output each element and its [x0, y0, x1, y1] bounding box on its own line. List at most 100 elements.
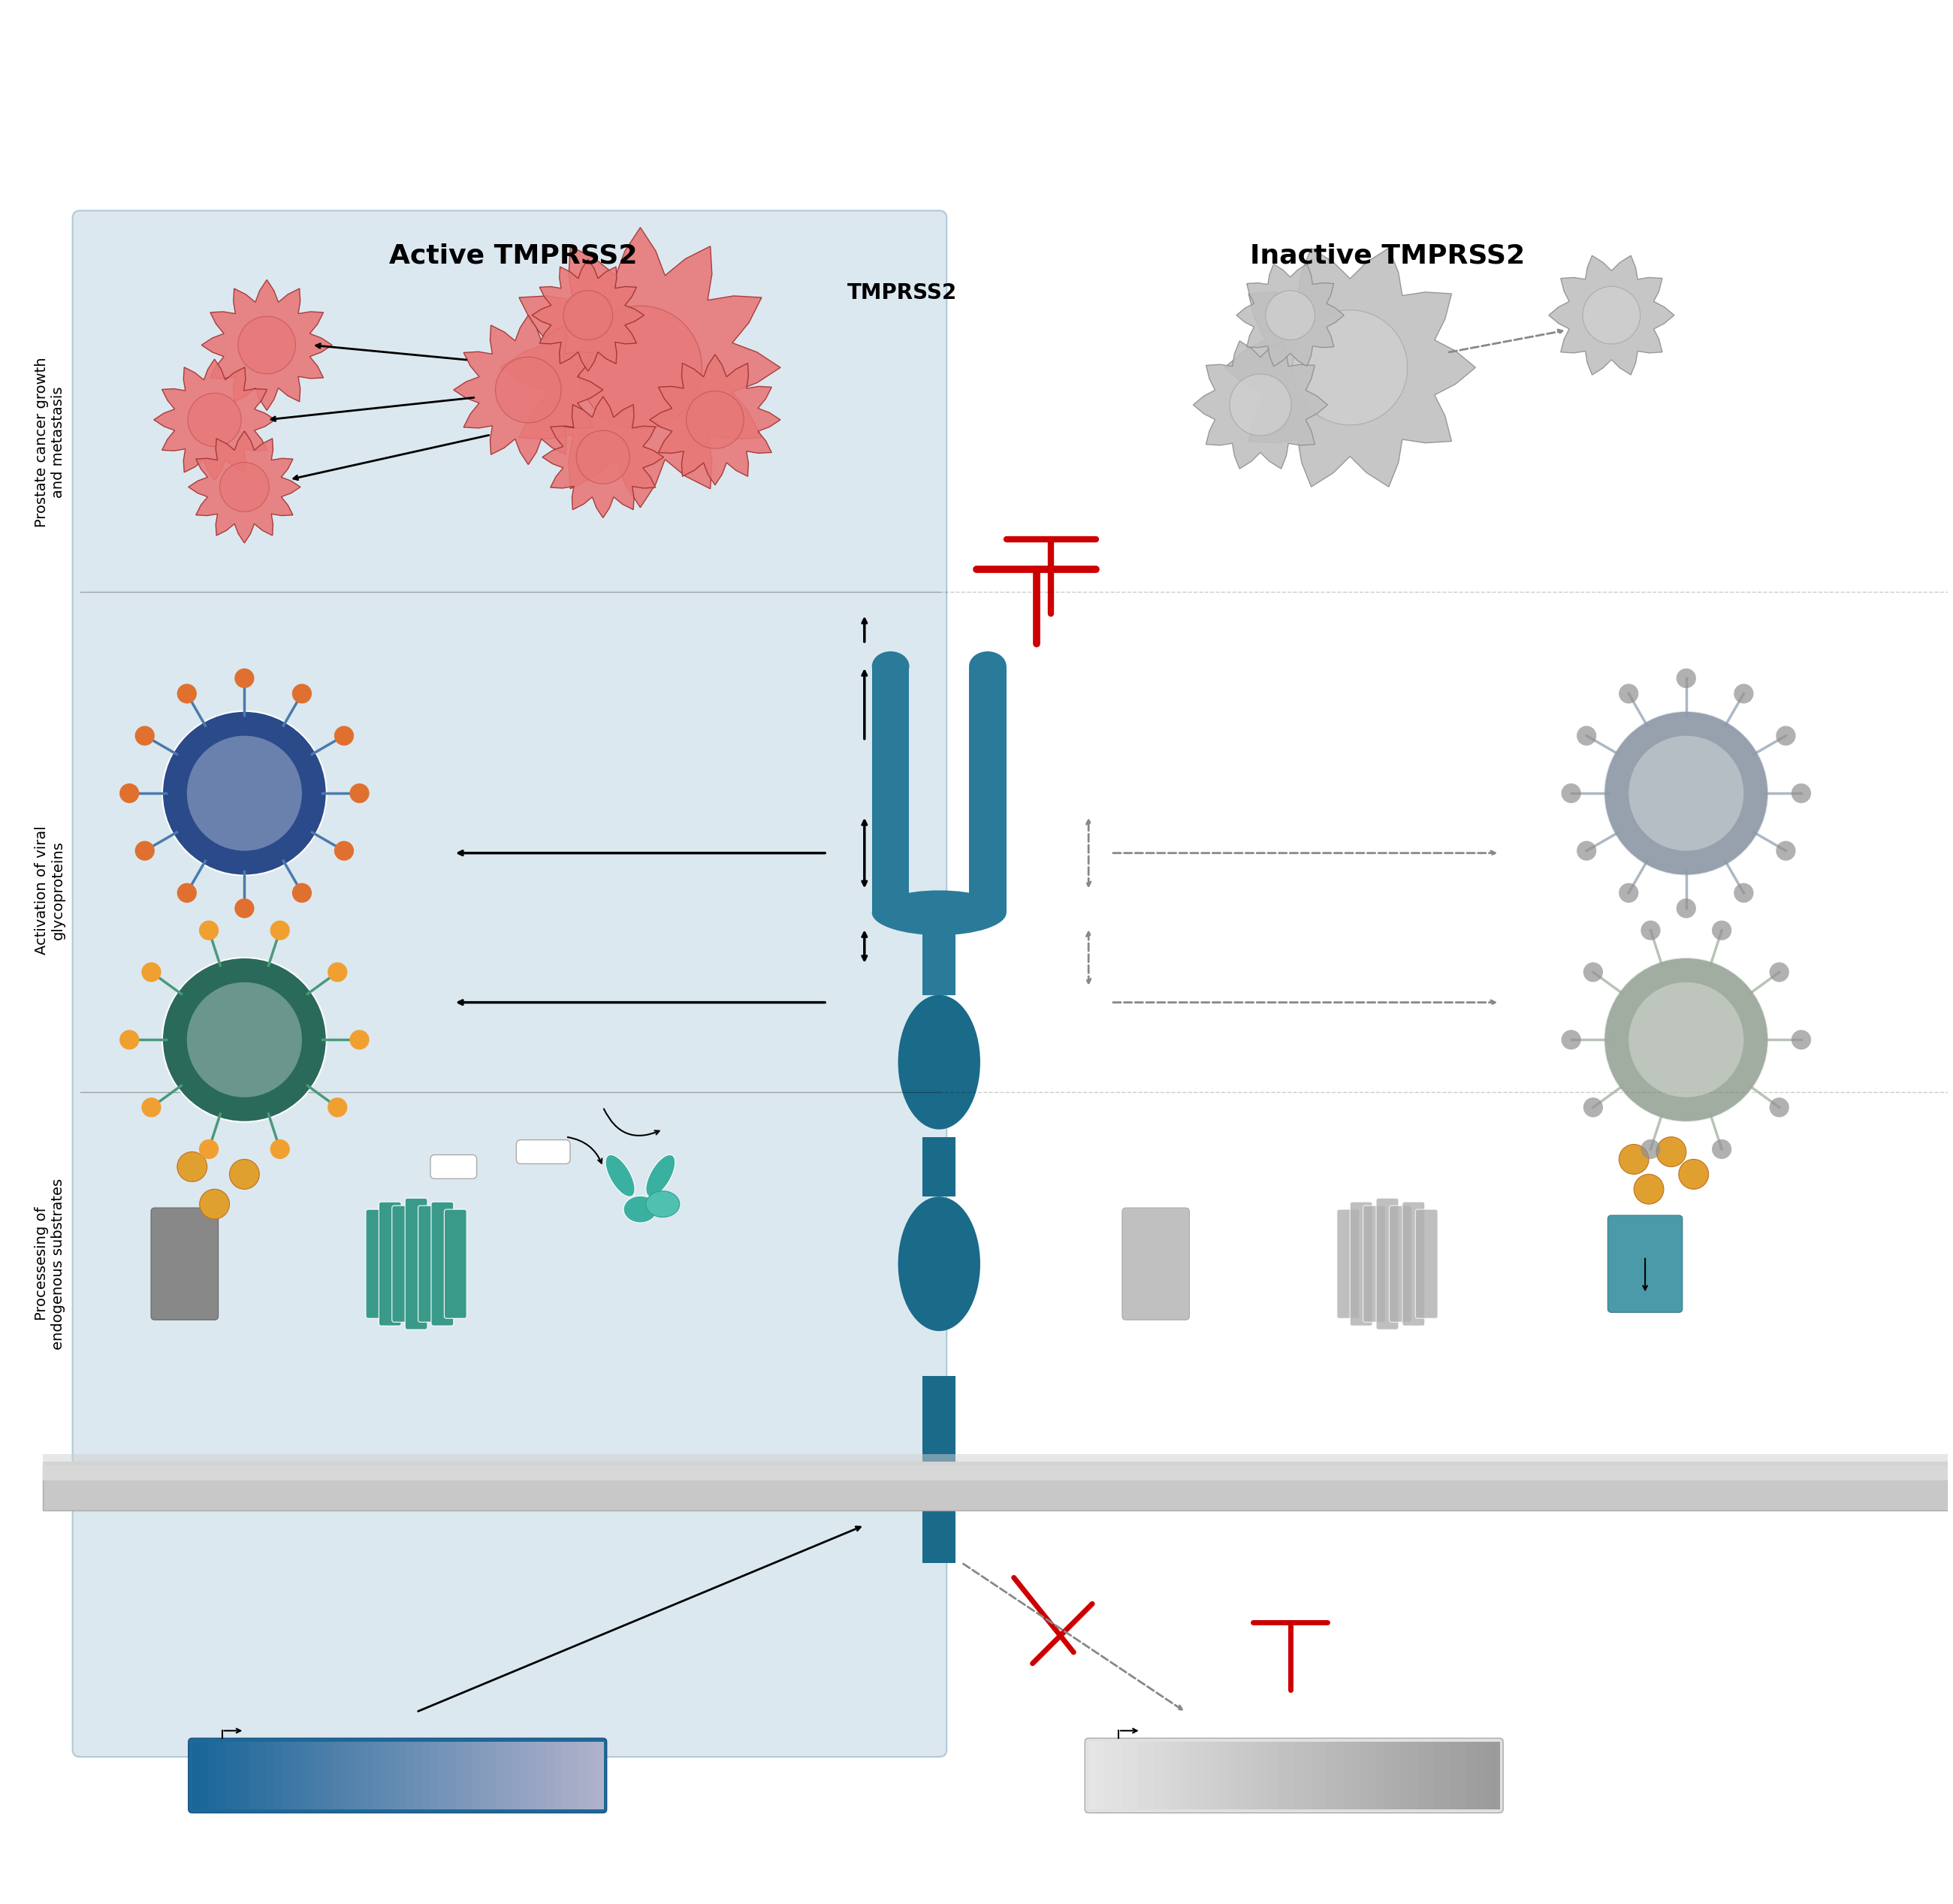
Polygon shape — [922, 1137, 955, 1196]
Bar — [570, 1742, 580, 1809]
Bar — [191, 1742, 201, 1809]
FancyBboxPatch shape — [187, 1738, 607, 1813]
Bar — [1121, 1742, 1131, 1809]
Polygon shape — [871, 666, 910, 912]
FancyBboxPatch shape — [1607, 1215, 1682, 1312]
Bar — [1400, 1742, 1410, 1809]
Bar — [1408, 1742, 1418, 1809]
Polygon shape — [1236, 265, 1344, 366]
Circle shape — [1293, 310, 1408, 425]
Circle shape — [119, 1030, 139, 1049]
Circle shape — [1619, 883, 1639, 902]
Circle shape — [1560, 783, 1582, 803]
Circle shape — [1603, 710, 1767, 876]
Circle shape — [1230, 373, 1291, 436]
Polygon shape — [187, 430, 301, 543]
Bar — [545, 1742, 555, 1809]
Bar — [1303, 1742, 1310, 1809]
Circle shape — [178, 684, 197, 703]
Bar — [1262, 1742, 1269, 1809]
Bar — [537, 1742, 547, 1809]
Bar — [258, 1742, 268, 1809]
Circle shape — [328, 1097, 348, 1118]
Circle shape — [238, 316, 295, 373]
Circle shape — [270, 1139, 289, 1160]
Circle shape — [187, 982, 303, 1097]
Circle shape — [1582, 286, 1641, 345]
Circle shape — [1266, 291, 1314, 339]
Circle shape — [293, 684, 312, 703]
Circle shape — [1584, 1097, 1603, 1118]
Bar — [1326, 1742, 1336, 1809]
Bar — [209, 1742, 217, 1809]
Text: Activation of viral
glycoproteins: Activation of viral glycoproteins — [35, 826, 66, 954]
Circle shape — [1635, 1175, 1664, 1203]
Circle shape — [334, 842, 353, 861]
FancyBboxPatch shape — [1350, 1201, 1373, 1325]
Circle shape — [1676, 899, 1695, 918]
FancyBboxPatch shape — [1416, 1209, 1437, 1318]
Polygon shape — [1549, 255, 1674, 375]
Circle shape — [178, 883, 197, 902]
Bar — [439, 1742, 447, 1809]
Bar — [1277, 1742, 1287, 1809]
Circle shape — [1560, 1030, 1582, 1049]
Circle shape — [187, 735, 303, 851]
Circle shape — [1619, 684, 1639, 703]
Bar — [1475, 1742, 1484, 1809]
Bar — [1221, 1742, 1228, 1809]
Bar — [1088, 1742, 1098, 1809]
Circle shape — [686, 390, 744, 449]
Bar — [43, 1455, 1947, 1466]
Bar — [1377, 1742, 1385, 1809]
Bar — [1195, 1742, 1205, 1809]
Circle shape — [1734, 883, 1754, 902]
Circle shape — [135, 842, 154, 861]
Circle shape — [1641, 1139, 1660, 1160]
Circle shape — [1775, 842, 1795, 861]
Bar — [414, 1742, 424, 1809]
Bar — [398, 1742, 406, 1809]
Bar — [1359, 1742, 1369, 1809]
Bar — [1139, 1742, 1146, 1809]
Circle shape — [229, 1160, 260, 1190]
Circle shape — [1629, 735, 1744, 851]
Circle shape — [135, 725, 154, 746]
Bar — [1344, 1742, 1351, 1809]
Circle shape — [1775, 725, 1795, 746]
Bar — [529, 1742, 537, 1809]
Circle shape — [141, 1097, 162, 1118]
Circle shape — [178, 1152, 207, 1182]
Bar — [578, 1742, 588, 1809]
Bar — [1162, 1742, 1172, 1809]
FancyBboxPatch shape — [1084, 1738, 1504, 1813]
Circle shape — [187, 392, 242, 447]
Bar — [332, 1742, 340, 1809]
Bar — [365, 1742, 373, 1809]
Polygon shape — [1225, 248, 1476, 487]
Bar — [1285, 1742, 1295, 1809]
Bar — [273, 1742, 283, 1809]
FancyBboxPatch shape — [430, 1156, 477, 1179]
Bar — [1180, 1742, 1187, 1809]
Bar — [1467, 1742, 1476, 1809]
Polygon shape — [201, 280, 332, 411]
Text: Prostate cancer growth
and metastasis: Prostate cancer growth and metastasis — [35, 358, 66, 527]
Bar — [471, 1742, 480, 1809]
Bar — [1187, 1742, 1195, 1809]
Circle shape — [119, 783, 139, 803]
Polygon shape — [531, 259, 644, 371]
Polygon shape — [543, 396, 664, 518]
Ellipse shape — [646, 1154, 676, 1198]
Bar — [1351, 1742, 1361, 1809]
Circle shape — [1734, 684, 1754, 703]
Bar — [1434, 1742, 1443, 1809]
Circle shape — [1713, 1139, 1732, 1160]
Circle shape — [1769, 962, 1789, 982]
Bar — [201, 1742, 209, 1809]
Circle shape — [1791, 1030, 1810, 1049]
Ellipse shape — [623, 1196, 656, 1222]
Bar — [225, 1742, 234, 1809]
Bar — [1418, 1742, 1426, 1809]
Circle shape — [221, 463, 270, 512]
